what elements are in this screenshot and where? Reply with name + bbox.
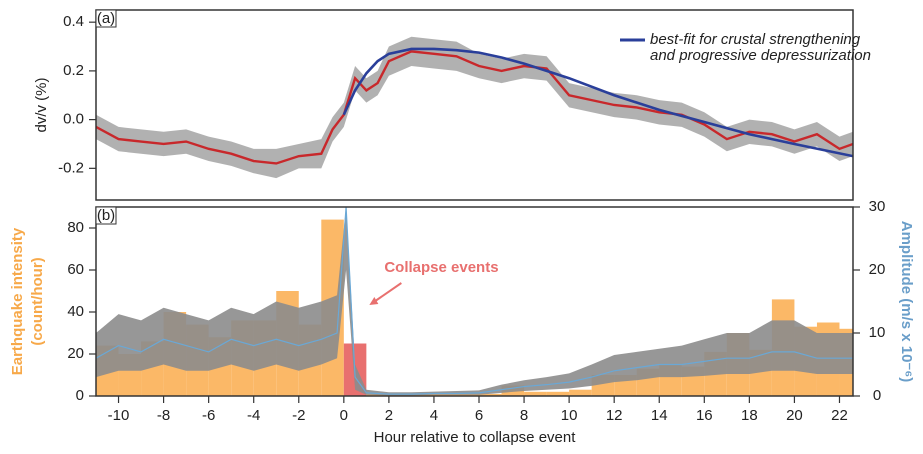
panel-label: (b) [97,207,115,224]
annotation-arrowhead [369,297,379,305]
panel-label: (a) [97,10,115,27]
x-tick-label: 12 [606,407,623,424]
x-tick-label: -8 [157,407,170,424]
legend-label: best-fit for crustal strengthening [650,31,861,48]
y-tick-label: -0.2 [58,159,84,176]
bar [569,389,592,396]
x-tick-label: -2 [292,407,305,424]
x-tick-label: 8 [520,407,528,424]
axes-frame [95,206,854,397]
bar [479,393,502,396]
y-tick-label: 0 [76,387,84,404]
panel-label-box [95,9,117,28]
data-line [96,207,853,395]
x-tick-label: 10 [561,407,578,424]
uncertainty-band [96,207,853,396]
y-axis-label: dv/v (%) [33,77,50,132]
y-axis-label: (count/hour) [29,257,46,345]
x-tick-label: 14 [651,407,668,424]
x-tick-label: 0 [340,407,348,424]
y-tick-label: 40 [67,303,84,320]
legend-label: and progressive depressurization [650,47,871,64]
x-tick-label: 2 [385,407,393,424]
y-axis-label: Earthquake intensity [9,227,26,375]
y-tick-label: 0.2 [63,62,84,79]
bar [433,393,457,396]
bar [456,393,480,396]
x-tick-label: 22 [831,407,848,424]
annotation: Collapse events [384,259,498,276]
data-line [96,50,853,165]
y-tick-label: 0.0 [63,111,84,128]
y2-tick-label: 0 [873,387,881,404]
y-tick-label: 60 [67,261,84,278]
y2-tick-label: 20 [869,261,886,278]
y2-axis-label: Amplitude (m/s x 10⁻⁶) [898,221,915,383]
x-tick-label: 16 [696,407,713,424]
annotation-arrow [371,282,402,304]
x-axis-label: Hour relative to collapse event [374,429,577,446]
panel-label-box [95,206,117,225]
y-tick-label: 80 [67,219,84,236]
bar [524,391,547,396]
data-line [342,47,853,158]
y-tick-label: 20 [67,345,84,362]
y2-tick-label: 10 [869,324,886,341]
y2-tick-label: 30 [869,198,886,215]
x-tick-label: 20 [786,407,803,424]
plot-area [96,36,853,179]
x-tick-label: 6 [475,407,483,424]
x-tick-label: -10 [108,407,130,424]
x-tick-label: -4 [247,407,260,424]
x-tick-label: -6 [202,407,215,424]
x-tick-label: 18 [741,407,758,424]
y-tick-label: 0.4 [63,13,84,30]
bar [546,391,570,396]
x-tick-label: 4 [430,407,438,424]
axes-frame [95,9,854,201]
plot-area [96,207,853,396]
